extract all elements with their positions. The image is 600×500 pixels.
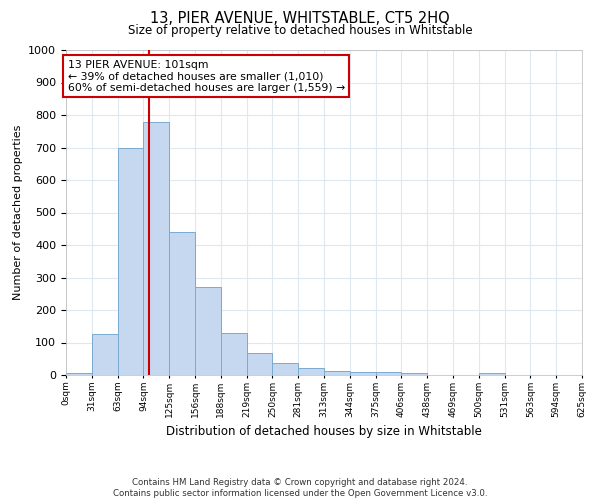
Text: 13, PIER AVENUE, WHITSTABLE, CT5 2HQ: 13, PIER AVENUE, WHITSTABLE, CT5 2HQ <box>150 11 450 26</box>
Text: Contains HM Land Registry data © Crown copyright and database right 2024.
Contai: Contains HM Land Registry data © Crown c… <box>113 478 487 498</box>
Bar <box>479 374 505 375</box>
Bar <box>169 232 195 375</box>
Bar <box>272 363 298 375</box>
Bar <box>221 333 247 375</box>
X-axis label: Distribution of detached houses by size in Whitstable: Distribution of detached houses by size … <box>166 426 482 438</box>
Bar <box>350 372 376 375</box>
Bar <box>118 148 143 375</box>
Bar <box>324 371 350 375</box>
Text: Size of property relative to detached houses in Whitstable: Size of property relative to detached ho… <box>128 24 472 37</box>
Bar <box>298 368 324 375</box>
Bar <box>376 372 401 375</box>
Bar <box>66 374 92 375</box>
Bar <box>195 286 221 375</box>
Text: 13 PIER AVENUE: 101sqm
← 39% of detached houses are smaller (1,010)
60% of semi-: 13 PIER AVENUE: 101sqm ← 39% of detached… <box>68 60 345 93</box>
Bar <box>401 374 427 375</box>
Bar <box>247 353 272 375</box>
Bar <box>92 334 118 375</box>
Y-axis label: Number of detached properties: Number of detached properties <box>13 125 23 300</box>
Bar <box>143 122 169 375</box>
